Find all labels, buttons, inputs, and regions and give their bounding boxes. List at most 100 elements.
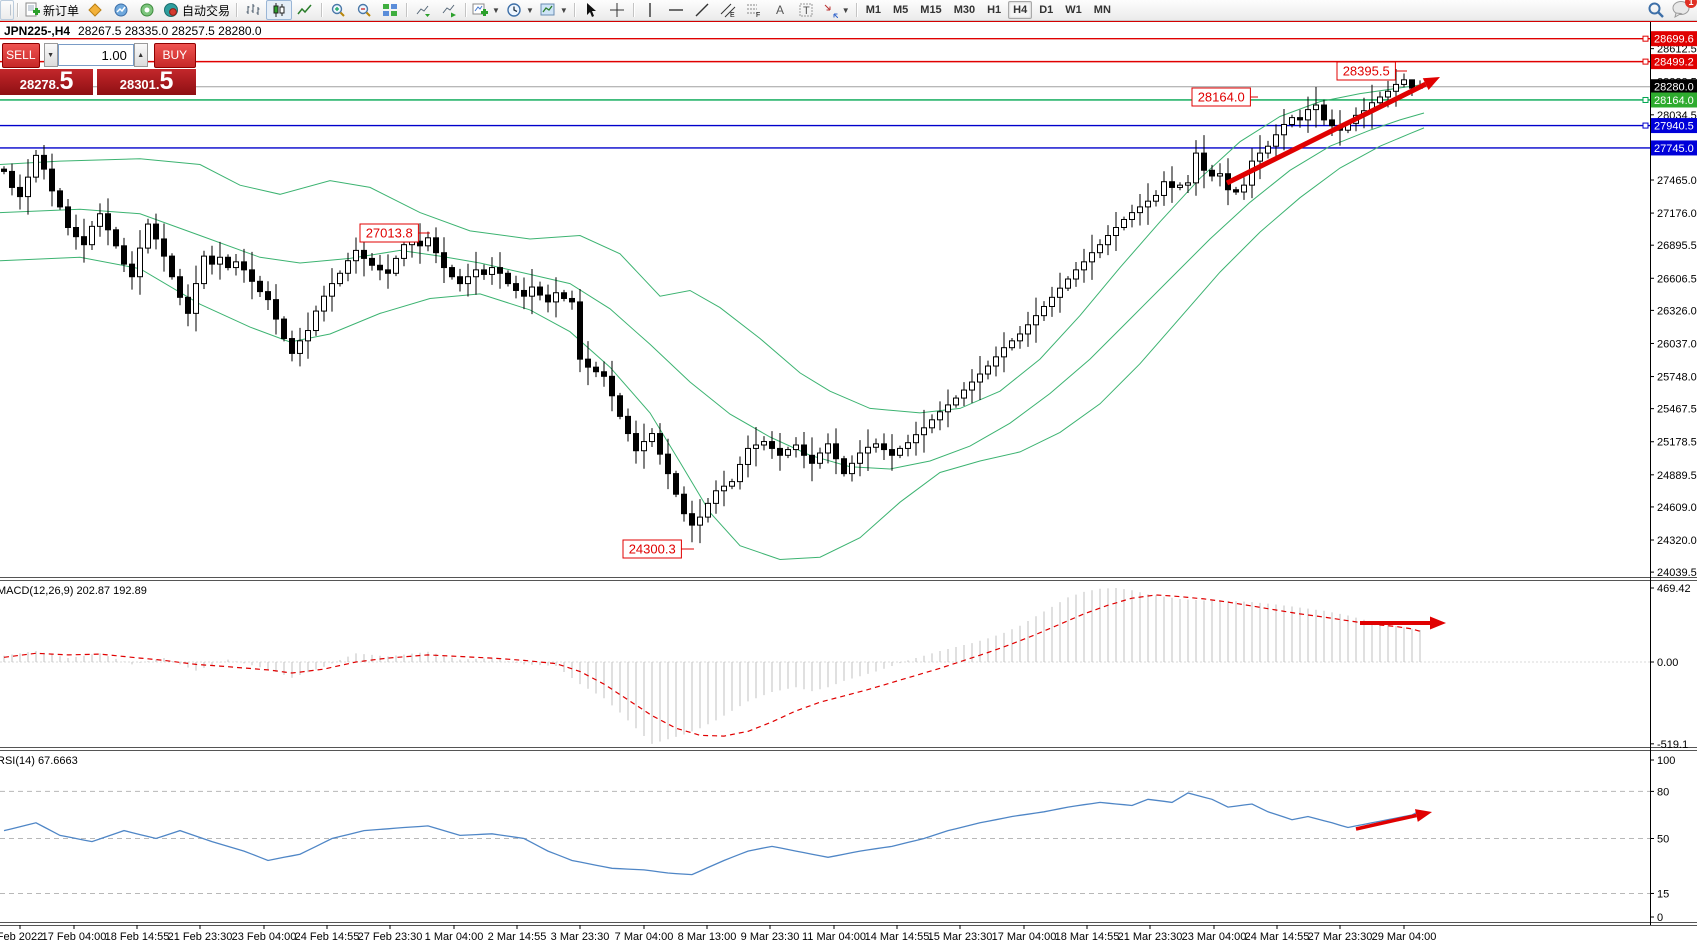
macd-scale-label: -519.1 xyxy=(1657,739,1688,751)
arrows-tool-button[interactable]: ▼ xyxy=(819,0,853,20)
metaeditor-button[interactable] xyxy=(82,0,108,20)
price-axis: 28612.528323.528034.527465.027176.026895… xyxy=(1650,31,1697,579)
time-tick-label: 1 Mar 04:00 xyxy=(425,931,484,943)
rsi-scale-label: 50 xyxy=(1657,834,1669,846)
timeframe-button-H1[interactable]: H1 xyxy=(987,4,1002,16)
time-tick-label: 29 Mar 04:00 xyxy=(1372,931,1437,943)
market-icon xyxy=(114,3,128,17)
price-annotation[interactable]: 24300.3 xyxy=(622,539,694,559)
sell-button[interactable]: SELL xyxy=(2,42,40,68)
price-annotation[interactable]: 28395.5 xyxy=(1336,61,1407,81)
new-order-button[interactable]: 新订单 xyxy=(21,0,82,20)
timeframe-toolbar: M1 M5 M15 M30 H1 H4 D1 W1 MN xyxy=(860,1,1117,19)
tile-windows-button[interactable] xyxy=(377,0,403,20)
buy-price-display[interactable]: 28301. 5 xyxy=(97,69,196,95)
label-tool-button[interactable]: T xyxy=(793,0,819,20)
chart-shift-icon xyxy=(442,4,457,18)
vertical-line-icon xyxy=(649,3,651,17)
ohlc-readout: 28267.5 28335.0 28257.5 28280.0 xyxy=(78,24,262,38)
macd-arrow[interactable] xyxy=(1360,616,1446,630)
price-badge-28164.0 xyxy=(1651,92,1697,108)
bar-chart-icon xyxy=(246,4,260,15)
macd-histogram xyxy=(3,588,1421,744)
price-tick-label: 24320.0 xyxy=(1657,535,1697,547)
rsi-scale-label: 80 xyxy=(1657,786,1669,798)
signals-button[interactable] xyxy=(134,0,160,20)
new-chart-button[interactable]: ▼ xyxy=(469,0,503,20)
timeframe-button-MN[interactable]: MN xyxy=(1093,4,1111,16)
volume-input[interactable]: 1.00 xyxy=(57,44,134,66)
time-tick-label: 11 Mar 04:00 xyxy=(802,931,866,943)
signals-icon xyxy=(140,3,154,17)
trendline-tool-button[interactable] xyxy=(689,0,715,20)
svg-text:A: A xyxy=(776,3,784,17)
price-tick-label: 26895.5 xyxy=(1657,240,1697,252)
toolbar-separator xyxy=(855,3,857,17)
line-handle[interactable] xyxy=(1642,58,1649,65)
timeframe-button-H4[interactable]: H4 xyxy=(1008,1,1033,19)
auto-scroll-button[interactable] xyxy=(410,0,436,20)
timeframe-button-M1[interactable]: M1 xyxy=(865,4,881,16)
price-tick-label: 26037.0 xyxy=(1657,338,1697,350)
price-annotation[interactable]: 27013.8 xyxy=(359,223,430,243)
price-annotation[interactable]: 28164.0 xyxy=(1191,87,1258,107)
timeframe-button-M15[interactable]: M15 xyxy=(920,4,942,16)
fibonacci-tool-button[interactable]: F xyxy=(741,0,767,20)
price-badge-label: 28280.0 xyxy=(1654,82,1694,94)
trend-arrow[interactable] xyxy=(1225,77,1440,186)
dropdown-caret: ▼ xyxy=(492,5,500,15)
horizontal-level-lines xyxy=(0,35,1650,149)
rsi-arrow[interactable] xyxy=(1355,809,1432,831)
bollinger-bands xyxy=(0,83,1425,561)
text-tool-button[interactable]: A xyxy=(767,0,793,20)
timeframe-button-M5[interactable]: M5 xyxy=(893,4,909,16)
price-tick-label: 28612.5 xyxy=(1657,44,1697,56)
vertical-line-tool-button[interactable] xyxy=(637,0,663,20)
cursor-button[interactable] xyxy=(578,0,604,20)
time-tick-label: 17 Mar 04:00 xyxy=(992,931,1057,943)
channel-tool-button[interactable]: E xyxy=(715,0,741,20)
crosshair-button[interactable] xyxy=(604,0,630,20)
timeframe-button-W1[interactable]: W1 xyxy=(1065,4,1082,16)
volume-increase-button[interactable]: ▲ xyxy=(133,43,148,67)
price-tick-label: 24889.5 xyxy=(1657,470,1697,482)
bar-chart-button[interactable] xyxy=(240,0,266,20)
clipped-toolbar-icon[interactable] xyxy=(0,0,14,20)
line-chart-icon xyxy=(297,4,312,15)
sell-price-display[interactable]: 28278. 5 xyxy=(0,69,94,95)
candlestick-series xyxy=(1,68,1423,544)
timeframe-button-M30[interactable]: M30 xyxy=(953,4,976,16)
equidistant-channel-icon: E xyxy=(720,3,736,18)
candlestick-chart-button[interactable] xyxy=(266,0,293,20)
line-handle[interactable] xyxy=(1642,96,1649,103)
period-button[interactable]: ▼ xyxy=(503,0,537,20)
autotrading-button[interactable]: 自动交易 xyxy=(160,0,233,20)
svg-text:T: T xyxy=(803,5,810,17)
notifications-icon[interactable]: 1 xyxy=(1671,0,1697,21)
rsi-indicator-label: RSI(14) 67.6663 xyxy=(0,755,78,767)
horizontal-line-tool-button[interactable] xyxy=(663,0,689,20)
price-tick-label: 25748.0 xyxy=(1657,372,1697,384)
time-tick-label: 15 Mar 23:30 xyxy=(928,931,993,943)
zoom-out-icon xyxy=(357,3,371,17)
chart-title: JPN225-,H4 28267.5 28335.0 28257.5 28280… xyxy=(4,24,262,38)
line-handle[interactable] xyxy=(1642,122,1649,129)
search-icon[interactable] xyxy=(1647,1,1665,19)
price-badge-label: 27745.0 xyxy=(1654,143,1694,155)
svg-text:28395.5: 28395.5 xyxy=(1343,64,1390,79)
zoom-in-button[interactable] xyxy=(325,0,351,20)
time-tick-label: 3 Mar 23:30 xyxy=(551,931,610,943)
market-button[interactable] xyxy=(108,0,134,20)
line-chart-button[interactable] xyxy=(292,0,318,20)
line-handle[interactable] xyxy=(1642,35,1649,42)
template-button[interactable]: ▼ xyxy=(537,0,571,20)
buy-button[interactable]: BUY xyxy=(153,42,196,68)
volume-decrease-button[interactable]: ▼ xyxy=(43,43,58,67)
chart-shift-button[interactable] xyxy=(436,0,462,20)
timeframe-button-D1[interactable]: D1 xyxy=(1039,4,1054,16)
svg-text:F: F xyxy=(756,12,760,18)
zoom-out-button[interactable] xyxy=(351,0,377,20)
metaeditor-icon xyxy=(88,3,102,17)
price-badge-label: 28499.2 xyxy=(1654,57,1694,69)
